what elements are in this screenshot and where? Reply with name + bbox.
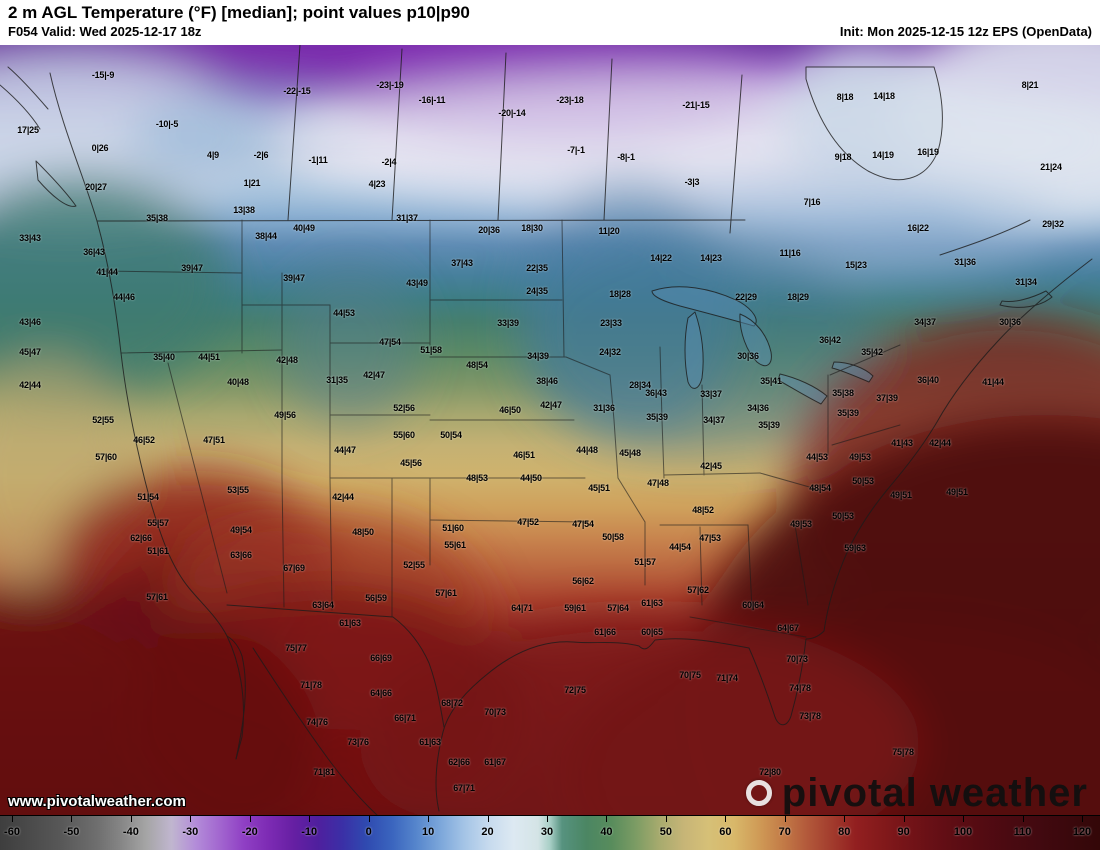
colorbar: -60 -50 -40 -30 -20 -10 0 10 20 30 40 50 60 70 80 90 100… xyxy=(0,815,1100,850)
lake-huron xyxy=(739,313,772,367)
colorbar-tick-label: 20 xyxy=(481,826,494,838)
colorbar-tick-label: 10 xyxy=(421,826,435,838)
colorbar-tickmark xyxy=(844,816,846,822)
lake-michigan xyxy=(684,311,704,389)
gulf-coastline xyxy=(435,638,750,812)
vancouver-island xyxy=(35,160,77,207)
nova-scotia xyxy=(999,290,1053,308)
valid-time-label: F054 Valid: Wed 2025-12-17 18z xyxy=(8,24,202,39)
st-lawrence xyxy=(939,219,1031,256)
colorbar-tick-label: 30 xyxy=(540,826,554,838)
colorbar-tickmark xyxy=(725,816,727,822)
colorbar-tickmark xyxy=(428,816,430,822)
us-mexico-border xyxy=(226,604,445,728)
colorbar-tick-label: 110 xyxy=(1013,826,1032,838)
colorbar-tick-label: -60 xyxy=(4,826,20,838)
colorbar-tick-label: 120 xyxy=(1072,826,1092,838)
lake-erie xyxy=(777,373,828,405)
colorbar-tick-label: 50 xyxy=(659,826,672,838)
pacific-coastline xyxy=(49,72,244,760)
colorbar-tickmark xyxy=(903,816,905,822)
colorbar-tickmark xyxy=(309,816,311,822)
colorbar-tickmark xyxy=(130,816,132,822)
temperature-overlay-layer xyxy=(0,45,1100,815)
colorbar-tickmark xyxy=(547,816,548,822)
colorbar-tick-label: -10 xyxy=(301,826,318,838)
colorbar-tickmark xyxy=(249,816,251,822)
colorbar-tick-label: 90 xyxy=(897,826,910,838)
colorbar-tick-label: 100 xyxy=(953,826,973,838)
colorbar-tick-label: -50 xyxy=(63,826,80,838)
atlantic-coastline xyxy=(748,258,1093,726)
brand-text: pivotal weather xyxy=(781,771,1088,815)
us-canada-border xyxy=(96,219,746,222)
mexico-west-coastline xyxy=(252,647,378,815)
colorbar-tickmark xyxy=(368,816,370,822)
colorbar-tickmark xyxy=(606,816,608,822)
colorbar-tickmark xyxy=(71,816,73,822)
alaska-panhandle xyxy=(0,66,49,130)
colorbar-tick-label: -40 xyxy=(122,826,139,838)
colorbar-tick-label: 60 xyxy=(719,826,732,838)
colorbar-tickmark xyxy=(190,816,192,822)
colorbar-tickmark xyxy=(487,816,489,822)
baja-coastline xyxy=(226,635,246,760)
colorbar-tick-label: -30 xyxy=(182,826,199,838)
colorbar-tickmark xyxy=(1022,816,1024,822)
brand-watermark: pivotal weather xyxy=(745,771,1088,815)
colorbar-tickmark xyxy=(12,816,13,822)
colorbar-tick-label: 70 xyxy=(778,826,791,838)
borders-layer xyxy=(0,45,1093,815)
page-title: 2 m AGL Temperature (°F) [median]; point… xyxy=(8,3,470,22)
init-time-label: Init: Mon 2025-12-15 12z EPS (OpenData) xyxy=(839,24,1092,39)
lake-superior xyxy=(651,286,757,327)
colorbar-tick-label: 80 xyxy=(838,826,851,838)
colorbar-tickmark xyxy=(665,816,667,822)
colorbar-tick-label: 40 xyxy=(600,826,613,838)
site-watermark: www.pivotalweather.com xyxy=(8,793,186,810)
pivotal-logo-icon xyxy=(745,780,772,806)
hudson-bay xyxy=(805,66,943,181)
colorbar-tick-label: 0 xyxy=(365,826,372,838)
colorbar-tickmark xyxy=(1082,816,1083,822)
header: 2 m AGL Temperature (°F) [median]; point… xyxy=(0,0,1100,45)
colorbar-tickmark xyxy=(784,816,786,822)
temperature-map: -15|-9 -22|-15 -23|-19 -16|-11 -23|-18 -20|-1… xyxy=(0,45,1100,815)
lake-ontario xyxy=(831,361,874,383)
colorbar-tick-label: -20 xyxy=(241,826,258,838)
colorbar-tickmark xyxy=(963,816,965,822)
